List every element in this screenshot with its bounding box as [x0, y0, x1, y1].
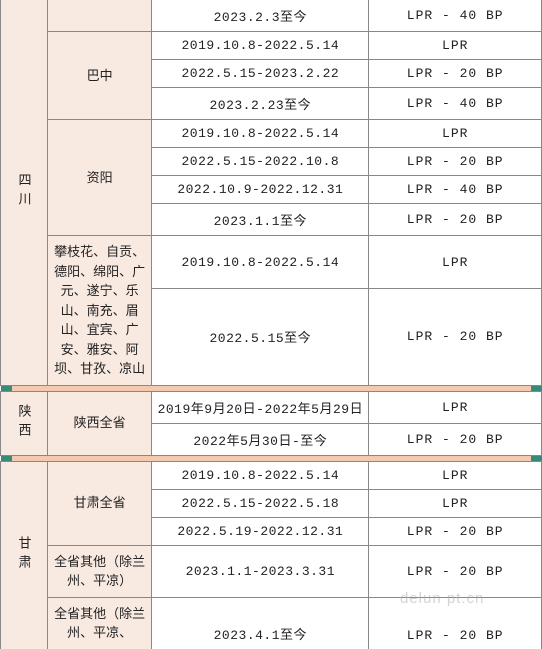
rate-cell: LPR	[369, 391, 542, 423]
rate-cell: LPR	[369, 461, 542, 489]
city-cell: 全省其他（除兰州、平凉、	[48, 597, 152, 649]
date-cell: 2023.1.1-2023.3.31	[152, 545, 369, 597]
rate-cell: LPR - 20 BP	[369, 289, 542, 385]
date-cell: 2023.1.1至今	[152, 204, 369, 236]
city-cell: 陕西全省	[48, 391, 152, 455]
rate-cell: LPR - 20 BP	[369, 148, 542, 176]
rate-cell: LPR	[369, 236, 542, 289]
date-cell: 2022.10.9-2022.12.31	[152, 176, 369, 204]
rate-cell: LPR - 40 BP	[369, 0, 542, 32]
date-cell: 2022.5.15-2023.2.22	[152, 60, 369, 88]
city-cell: 攀枝花、自贡、德阳、绵阳、广元、遂宁、乐山、南充、眉山、宜宾、广安、雅安、阿坝、…	[48, 236, 152, 386]
city-cell: 巴中	[48, 32, 152, 120]
rate-cell: LPR	[369, 120, 542, 148]
date-cell: 2019年9月20日-2022年5月29日	[152, 391, 369, 423]
city-cell: 全省其他（除兰州、平凉）	[48, 545, 152, 597]
rate-cell: LPR	[369, 32, 542, 60]
date-cell: 2023.2.23至今	[152, 88, 369, 120]
date-cell: 2023.4.1至今	[152, 597, 369, 649]
date-cell: 2019.10.8-2022.5.14	[152, 32, 369, 60]
city-cell	[48, 0, 152, 32]
date-cell: 2019.10.8-2022.5.14	[152, 236, 369, 289]
date-cell: 2022.5.15-2022.5.18	[152, 489, 369, 517]
date-cell: 2019.10.8-2022.5.14	[152, 120, 369, 148]
date-cell: 2022.5.15-2022.10.8	[152, 148, 369, 176]
rate-cell: LPR - 20 BP	[369, 597, 542, 649]
date-cell: 2022年5月30日-至今	[152, 423, 369, 455]
rate-cell: LPR - 20 BP	[369, 517, 542, 545]
date-cell: 2019.10.8-2022.5.14	[152, 461, 369, 489]
city-cell: 资阳	[48, 120, 152, 236]
date-cell: 2022.5.15至今	[152, 289, 369, 385]
rate-cell: LPR - 20 BP	[369, 60, 542, 88]
province-cell-gansu: 甘肃	[1, 461, 48, 649]
date-cell: 2022.5.19-2022.12.31	[152, 517, 369, 545]
rate-cell: LPR - 20 BP	[369, 545, 542, 597]
city-cell: 甘肃全省	[48, 461, 152, 545]
province-cell-sichuan: 四川	[1, 0, 48, 385]
rate-cell: LPR - 20 BP	[369, 423, 542, 455]
rate-cell: LPR - 40 BP	[369, 176, 542, 204]
rate-cell: LPR - 20 BP	[369, 204, 542, 236]
rate-cell: LPR	[369, 489, 542, 517]
rate-cell: LPR - 40 BP	[369, 88, 542, 120]
province-cell-shaanxi: 陕西	[1, 391, 48, 455]
date-cell: 2023.2.3至今	[152, 0, 369, 32]
rate-table: 四川 2023.2.3至今 LPR - 40 BP 巴中 2019.10.8-2…	[0, 0, 542, 649]
